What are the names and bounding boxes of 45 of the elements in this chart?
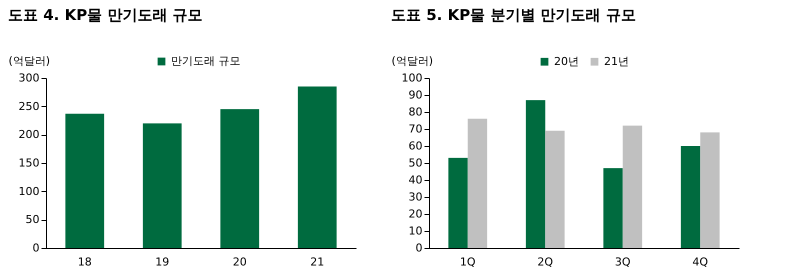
bar xyxy=(142,123,182,248)
y-tick-label: 150 xyxy=(18,156,40,170)
bar xyxy=(298,86,337,248)
y-tick-label: 60 xyxy=(408,140,422,152)
x-tick-label: 20 xyxy=(232,256,247,268)
y-tick-label: 250 xyxy=(18,100,40,113)
bar xyxy=(622,126,642,248)
bar xyxy=(65,114,104,248)
y-tick-label: 50 xyxy=(26,213,40,226)
bar xyxy=(220,109,260,248)
x-tick-label: 4Q xyxy=(692,256,708,268)
y-tick-label: 100 xyxy=(402,72,422,84)
y-axis-title: (억달러) xyxy=(392,54,434,68)
bar xyxy=(448,158,468,248)
legend-label: 20년 xyxy=(554,54,579,68)
legend-label: 21년 xyxy=(604,54,629,68)
y-tick-label: 10 xyxy=(408,224,422,238)
y-tick-label: 50 xyxy=(408,156,422,170)
y-tick-label: 90 xyxy=(408,88,422,102)
y-tick-label: 300 xyxy=(18,72,40,84)
y-tick-label: 30 xyxy=(408,190,422,204)
legend-label: 만기도래 규모 xyxy=(171,54,240,68)
bar xyxy=(680,146,700,248)
x-tick-label: 21 xyxy=(310,256,324,268)
y-tick-label: 40 xyxy=(408,174,422,186)
y-tick-label: 0 xyxy=(416,242,422,254)
chart-title: 도표 4. KP물 만기도래 규모 xyxy=(8,6,203,24)
bar xyxy=(603,168,623,248)
y-tick-label: 0 xyxy=(32,242,40,254)
bar xyxy=(468,118,488,248)
bar xyxy=(545,130,565,248)
x-tick-label: 18 xyxy=(78,256,92,268)
x-tick-label: 3Q xyxy=(614,256,631,268)
y-axis-title: (억달러) xyxy=(8,54,50,68)
y-tick-label: 20 xyxy=(408,208,422,220)
x-tick-label: 19 xyxy=(155,256,170,268)
y-tick-label: 70 xyxy=(408,122,422,136)
x-tick-label: 1Q xyxy=(460,256,476,268)
bar xyxy=(700,132,720,248)
y-tick-label: 100 xyxy=(18,184,40,198)
y-tick-label: 80 xyxy=(408,106,422,118)
chart-title: 도표 5. KP물 분기별 만기도래 규모 xyxy=(391,6,636,24)
bar xyxy=(526,100,546,248)
y-tick-label: 200 xyxy=(18,128,40,142)
x-tick-label: 2Q xyxy=(537,256,554,268)
